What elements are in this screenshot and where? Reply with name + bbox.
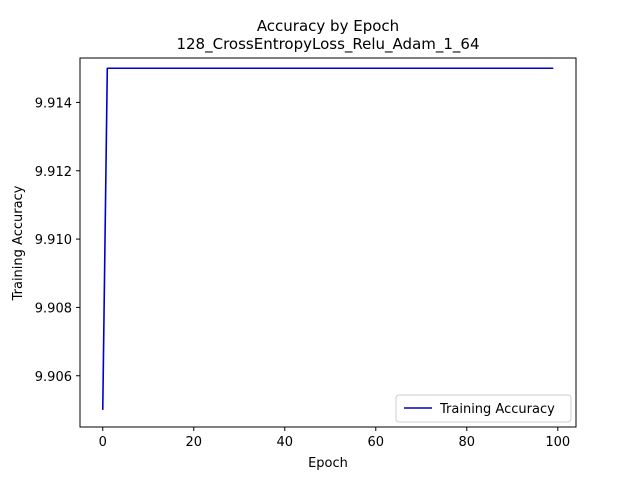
y-tick-label: 9.908	[35, 301, 72, 316]
series-line-0	[101, 67, 554, 410]
legend-label: Training Accuracy	[439, 402, 555, 417]
x-axis-label: Epoch	[308, 456, 348, 471]
y-tick-label: 9.914	[35, 96, 72, 111]
y-axis-ticks: 9.906 9.908 9.910 9.912 9.914	[35, 96, 80, 385]
x-tick-label: 100	[545, 435, 570, 450]
x-axis-ticks: 0 20 40 60 80 100	[99, 427, 570, 450]
legend-box	[395, 394, 572, 423]
legend: Training Accuracy	[395, 394, 572, 423]
x-tick-label: 80	[459, 435, 476, 450]
y-axis-label: Training Accuracy	[11, 185, 26, 301]
y-tick-label: 9.912	[35, 165, 72, 180]
x-tick-label: 0	[99, 435, 107, 450]
y-tick-label: 9.910	[35, 233, 72, 248]
chart-title: Accuracy by Epoch	[257, 17, 399, 35]
x-tick-label: 20	[185, 435, 202, 450]
chart-subtitle: 128_CrossEntropyLoss_Relu_Adam_1_64	[176, 35, 479, 54]
x-tick-label: 40	[276, 435, 293, 450]
x-tick-label: 60	[368, 435, 385, 450]
plot-frame	[79, 57, 577, 428]
y-tick-label: 9.906	[35, 370, 72, 385]
plot-lines	[101, 67, 554, 410]
